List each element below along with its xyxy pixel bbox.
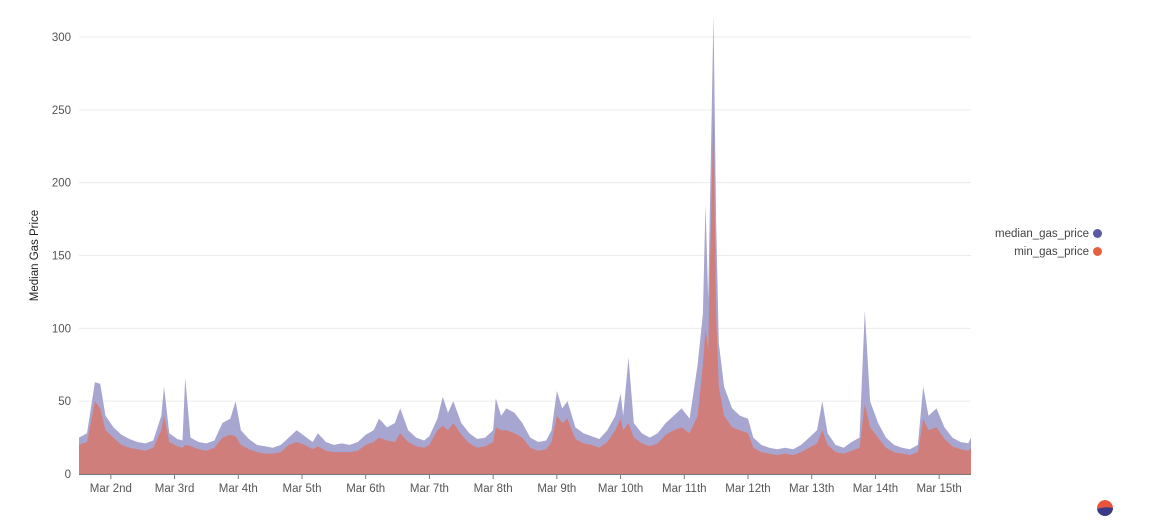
app-logo-icon[interactable] [1097, 500, 1113, 516]
x-tick-label: Mar 9th [537, 483, 576, 495]
area-median-gas-price[interactable] [79, 15, 971, 474]
legend-label-min: min_gas_price [1014, 246, 1089, 258]
y-tick-label: 250 [52, 105, 71, 117]
y-axis-title: Median Gas Price [29, 210, 41, 301]
x-tick-label: Mar 14th [853, 483, 898, 495]
logo-graphic [1097, 500, 1113, 516]
x-tick-label: Mar 11th [662, 483, 707, 495]
x-tick-label: Mar 2nd [90, 483, 132, 495]
area-series [79, 15, 971, 475]
x-tick-label: Mar 3rd [155, 483, 195, 495]
x-tick-label: Mar 4th [219, 483, 258, 495]
x-tick-label: Mar 8th [474, 483, 513, 495]
legend: median_gas_price min_gas_price [995, 225, 1102, 261]
x-axis-ticks: Mar 2nd Mar 3rd Mar 4th Mar 5th Mar 6th Mar 7… [90, 474, 962, 495]
x-tick-label: Mar 7th [410, 483, 449, 495]
legend-dot-min [1093, 247, 1102, 256]
y-tick-label: 100 [52, 323, 71, 335]
grid-lines [79, 36, 971, 402]
y-tick-label: 0 [65, 469, 71, 481]
x-tick-label: Mar 13th [789, 483, 834, 495]
y-axis-ticks: 0 50 100 150 200 250 300 [52, 32, 71, 481]
x-tick-label: Mar 10th [598, 483, 643, 495]
legend-item-median[interactable]: median_gas_price [995, 225, 1102, 243]
x-tick-label: Mar 12th [725, 483, 770, 495]
legend-label-median: median_gas_price [995, 228, 1089, 240]
area-min-gas-price[interactable] [79, 109, 971, 475]
legend-dot-median [1093, 229, 1102, 238]
y-tick-label: 150 [52, 251, 71, 263]
x-tick-label: Mar 15th [916, 483, 961, 495]
x-tick-label: Mar 6th [346, 483, 385, 495]
x-tick-label: Mar 5th [283, 483, 322, 495]
y-tick-label: 50 [58, 396, 71, 408]
y-tick-label: 300 [52, 32, 71, 44]
legend-item-min[interactable]: min_gas_price [995, 243, 1102, 261]
y-tick-label: 200 [52, 178, 71, 190]
